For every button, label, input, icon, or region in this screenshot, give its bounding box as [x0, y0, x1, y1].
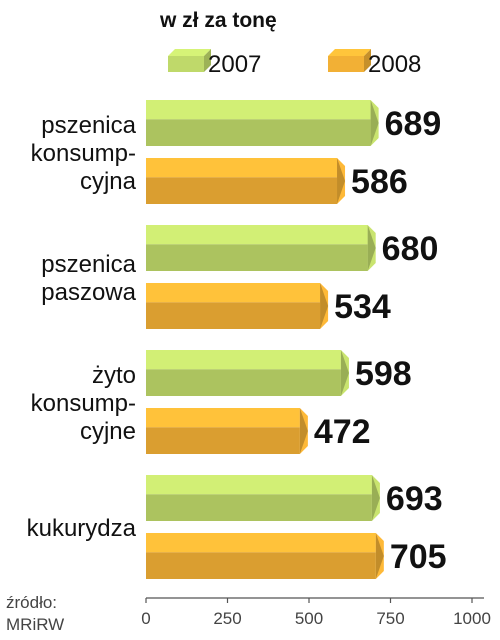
legend-item-2008: 2008	[328, 49, 421, 78]
bar	[146, 119, 371, 146]
legend-swatch	[328, 56, 364, 72]
bar	[146, 427, 300, 454]
tick-label: 500	[295, 609, 323, 628]
bar-2008-3: 705	[146, 533, 447, 579]
category-label: cyjne	[80, 418, 136, 445]
category-label: pszenica	[41, 251, 136, 278]
value-label: 689	[385, 105, 442, 143]
bar-end-face	[340, 350, 349, 396]
bar-2008-2: 472	[146, 408, 371, 454]
bar	[146, 177, 338, 204]
legend-swatch-top	[168, 49, 211, 56]
bar-top	[146, 408, 300, 428]
value-label: 534	[334, 288, 391, 326]
bar-end-face	[367, 225, 376, 271]
bar-2007-1: 680	[146, 225, 438, 271]
source-note: źródło: MRiRW	[6, 593, 64, 634]
bar-2007-0: 689	[146, 100, 441, 146]
tick-label: 750	[376, 609, 404, 628]
bar-2007-3: 693	[146, 475, 443, 521]
legend-swatch	[168, 56, 204, 72]
legend-label: 2007	[208, 51, 261, 78]
bar-end-face	[371, 475, 380, 521]
value-label: 680	[382, 230, 439, 268]
category-label: żyto	[92, 362, 136, 389]
tick-label: 1000	[453, 609, 491, 628]
legend-swatch-side	[204, 49, 211, 72]
unit-label: w zł za tonę	[159, 9, 277, 32]
bar-top	[146, 533, 376, 553]
value-label: 586	[351, 163, 408, 201]
tick-label: 0	[141, 609, 150, 628]
value-label: 705	[390, 538, 447, 576]
legend-item-2007: 2007	[168, 49, 261, 78]
bar	[146, 369, 341, 396]
category-labels: pszenicakonsump-cyjnapszenicapaszoważyto…	[27, 112, 137, 542]
value-label: 472	[314, 413, 371, 451]
category-label: kukurydza	[27, 515, 137, 542]
bar-end-face	[320, 283, 329, 329]
source-line: źródło:	[6, 593, 57, 612]
bar-top	[146, 350, 341, 370]
bar	[146, 244, 368, 271]
bar-top	[146, 100, 371, 120]
bar-end-face	[370, 100, 379, 146]
value-label: 693	[386, 480, 443, 518]
bars: 689 586 680 534 598 472 693 705	[146, 100, 447, 579]
bar-end-face	[375, 533, 384, 579]
bar-2008-0: 586	[146, 158, 408, 204]
bar-2008-1: 534	[146, 283, 391, 329]
bar	[146, 552, 376, 579]
bar	[146, 302, 321, 329]
bar-top	[146, 225, 368, 245]
bar-2007-2: 598	[146, 350, 412, 396]
category-label: paszowa	[41, 279, 136, 306]
category-label: konsump-	[31, 140, 136, 167]
source-line: MRiRW	[6, 615, 64, 634]
bar-end-face	[337, 158, 346, 204]
legend: 2007 2008	[168, 49, 421, 78]
bar-top	[146, 158, 338, 178]
category-label: konsump-	[31, 390, 136, 417]
bar-top	[146, 475, 372, 495]
legend-swatch-top	[328, 49, 371, 56]
x-axis: 0 250 500 750 1000	[141, 597, 491, 628]
tick-label: 250	[213, 609, 241, 628]
legend-swatch-side	[364, 49, 371, 72]
legend-label: 2008	[368, 51, 421, 78]
category-label: pszenica	[41, 112, 136, 139]
value-label: 598	[355, 355, 412, 393]
bar	[146, 494, 372, 521]
category-label: cyjna	[80, 168, 137, 195]
bar-end-face	[299, 408, 308, 454]
bar-top	[146, 283, 321, 303]
